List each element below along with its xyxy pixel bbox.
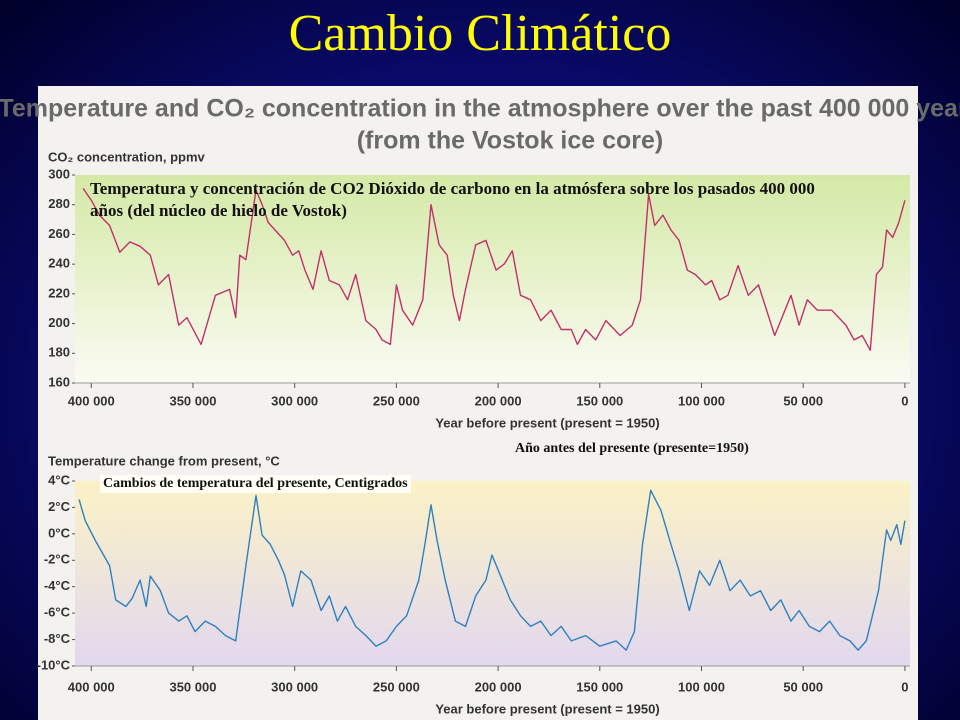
x-tick-label: 100 000 <box>678 393 725 408</box>
x-tick-label: 50 000 <box>783 393 823 408</box>
annotation: Cambios de temperatura del presente, Cen… <box>100 475 411 493</box>
data-line <box>82 188 906 351</box>
y-tick-label: 0°C <box>48 525 70 540</box>
y-tick-label: 300 <box>48 166 70 181</box>
y-tick-label: 280 <box>48 196 70 211</box>
plot-area <box>75 481 910 666</box>
y-tick-label: -2°C <box>44 552 71 567</box>
x-tick-label: 0 <box>901 393 908 408</box>
annotation: Año antes del presente (presente=1950) <box>515 441 749 456</box>
figure-title: Temperature and CO₂ concentration in the… <box>0 95 960 123</box>
plot-area <box>75 175 910 383</box>
y-tick-label: 160 <box>48 374 70 389</box>
y-tick-label: -6°C <box>44 605 71 620</box>
y-tick-label: 260 <box>48 226 70 241</box>
x-tick-label: 400 000 <box>68 393 115 408</box>
y-tick-label: -8°C <box>44 631 71 646</box>
x-tick-label: 200 000 <box>475 679 522 694</box>
y-tick-label: 4°C <box>48 472 70 487</box>
figure-subtitle: (from the Vostok ice core) <box>357 127 664 155</box>
x-tick-label: 300 000 <box>271 393 318 408</box>
x-tick-label: 250 000 <box>373 679 420 694</box>
x-tick-label: 400 000 <box>68 679 115 694</box>
x-tick-label: 150 000 <box>576 393 623 408</box>
y-tick-label: -10°C <box>37 657 71 672</box>
x-tick-label: 350 000 <box>169 393 216 408</box>
x-tick-label: 350 000 <box>169 679 216 694</box>
x-tick-label: 150 000 <box>576 679 623 694</box>
x-tick-label: 250 000 <box>373 393 420 408</box>
y-tick-label: 200 <box>48 315 70 330</box>
slide-title: Cambio Climático <box>288 5 672 62</box>
x-axis-title: Year before present (present = 1950) <box>435 701 659 716</box>
x-tick-label: 50 000 <box>783 679 823 694</box>
annotation: Temperatura y concentración de CO2 Dióxi… <box>90 179 815 220</box>
x-tick-label: 0 <box>901 679 908 694</box>
x-tick-label: 300 000 <box>271 679 318 694</box>
y-tick-label: 180 <box>48 345 70 360</box>
y-tick-label: 240 <box>48 256 70 271</box>
y-axis-title: CO₂ concentration, ppmv <box>48 149 206 164</box>
x-tick-label: 200 000 <box>475 393 522 408</box>
y-tick-label: 2°C <box>48 499 70 514</box>
y-tick-label: -4°C <box>44 578 71 593</box>
data-line <box>78 489 906 651</box>
y-axis-title: Temperature change from present, °C <box>48 453 280 468</box>
y-tick-label: 220 <box>48 285 70 300</box>
x-tick-label: 100 000 <box>678 679 725 694</box>
x-axis-title: Year before present (present = 1950) <box>435 415 659 430</box>
